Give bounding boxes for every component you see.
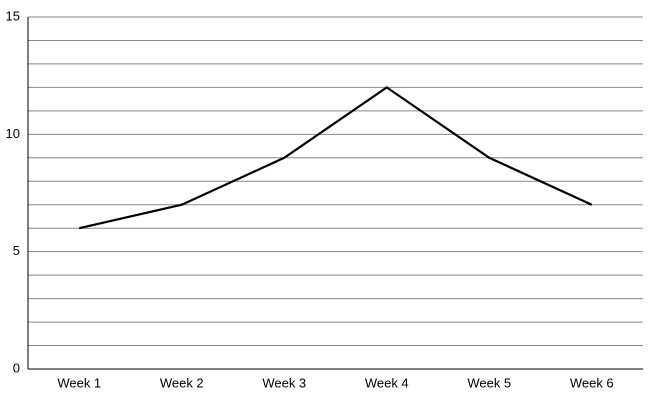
- y-tick-label: 10: [6, 126, 20, 141]
- x-tick-label: Week 1: [57, 375, 101, 390]
- x-tick-label: Week 4: [365, 375, 409, 390]
- x-tick-label: Week 2: [160, 375, 204, 390]
- y-tick-label: 0: [13, 360, 20, 375]
- line: [79, 86, 593, 230]
- y-tick-label: 15: [6, 8, 20, 23]
- x-tick-label: Week 6: [570, 375, 614, 390]
- y-tick-label: 5: [13, 243, 20, 258]
- x-tick-label: Week 5: [467, 375, 511, 390]
- x-tick-label: Week 3: [262, 375, 306, 390]
